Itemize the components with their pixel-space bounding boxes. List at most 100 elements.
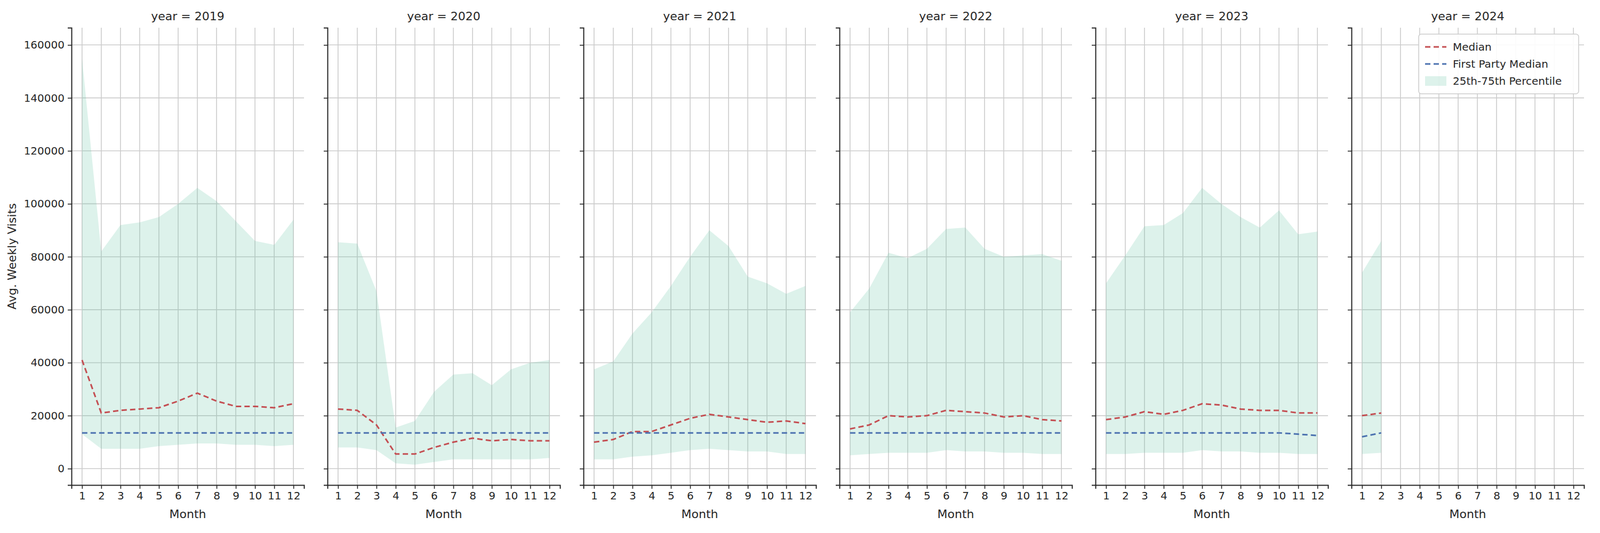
x-tick-mark bbox=[670, 485, 672, 490]
y-tick-mark bbox=[835, 150, 840, 152]
y-tick: 160000 bbox=[24, 38, 72, 52]
x-tick: 11 bbox=[1035, 485, 1050, 503]
x-tick: 4 bbox=[648, 485, 656, 503]
y-tick-mark bbox=[67, 44, 72, 46]
y-tick bbox=[835, 203, 840, 205]
x-tick: 3 bbox=[1397, 485, 1405, 503]
x-tick-mark bbox=[1106, 485, 1108, 490]
x-tick: 10 bbox=[760, 485, 774, 503]
y-tick-mark bbox=[835, 362, 840, 364]
grid bbox=[839, 27, 1072, 486]
x-tick-label: 6 bbox=[1198, 489, 1206, 503]
legend-swatch bbox=[1425, 46, 1447, 48]
x-tick: 10 bbox=[504, 485, 518, 503]
y-tick-label: 80000 bbox=[30, 250, 65, 264]
x-tick: 12 bbox=[542, 485, 557, 503]
y-tick-mark bbox=[579, 416, 584, 418]
x-tick-mark bbox=[376, 485, 378, 490]
x-tick: 1 bbox=[334, 485, 342, 503]
x-tick-label: 1 bbox=[334, 489, 342, 503]
x-tick-mark bbox=[1042, 485, 1044, 490]
y-tick-mark bbox=[323, 309, 328, 311]
grid-line-y bbox=[327, 150, 560, 152]
x-tick-mark bbox=[1221, 485, 1223, 490]
y-tick bbox=[835, 98, 840, 99]
y-tick bbox=[579, 44, 584, 46]
x-tick: 12 bbox=[798, 485, 813, 503]
y-tick-mark bbox=[835, 309, 840, 311]
x-tick: 8 bbox=[981, 485, 989, 503]
y-tick-label: 0 bbox=[57, 462, 65, 476]
x-tick: 10 bbox=[1272, 485, 1286, 503]
grid-line-y bbox=[583, 468, 816, 470]
x-tick-mark bbox=[1298, 485, 1300, 490]
y-tick-label: 20000 bbox=[30, 409, 65, 423]
y-tick bbox=[323, 468, 328, 470]
x-axis-line bbox=[1096, 485, 1329, 490]
x-tick: 10 bbox=[1016, 485, 1030, 503]
x-tick-mark bbox=[101, 485, 103, 490]
y-tick bbox=[579, 98, 584, 99]
y-tick-mark bbox=[67, 309, 72, 311]
x-tick-label: 3 bbox=[373, 489, 381, 503]
y-tick-mark bbox=[323, 416, 328, 418]
x-tick-label: 7 bbox=[450, 489, 458, 503]
x-axis: 123456789101112 bbox=[1096, 485, 1329, 503]
x-tick: 12 bbox=[1566, 485, 1581, 503]
y-tick bbox=[323, 416, 328, 417]
x-tick-mark bbox=[1573, 485, 1575, 490]
grid-line-y bbox=[1095, 44, 1328, 46]
x-tick-mark bbox=[1477, 485, 1479, 490]
x-tick: 9 bbox=[1256, 485, 1264, 503]
y-tick bbox=[1347, 257, 1352, 258]
x-tick: 1 bbox=[590, 485, 598, 503]
x-tick-label: 10 bbox=[1272, 489, 1286, 503]
grid-line-y bbox=[839, 44, 1072, 46]
x-tick-label: 4 bbox=[392, 489, 400, 503]
y-tick-mark bbox=[67, 150, 72, 152]
x-tick: 5 bbox=[1179, 485, 1187, 503]
x-tick: 7 bbox=[962, 485, 970, 503]
y-tick bbox=[323, 257, 328, 258]
x-tick-mark bbox=[82, 485, 84, 490]
plot-area bbox=[1106, 188, 1318, 455]
series-line bbox=[1106, 403, 1318, 420]
y-axis bbox=[323, 28, 328, 486]
y-tick-mark bbox=[835, 97, 840, 99]
y-axis bbox=[1347, 28, 1352, 486]
x-tick-label: 2 bbox=[1122, 489, 1130, 503]
y-axis bbox=[579, 28, 584, 486]
y-tick bbox=[835, 362, 840, 364]
y-tick-mark bbox=[1347, 416, 1352, 418]
grid-line-y bbox=[1351, 256, 1584, 258]
panel: 123456789101112year = 2020Month bbox=[323, 9, 561, 522]
x-tick: 10 bbox=[248, 485, 262, 503]
x-tick: 4 bbox=[136, 485, 144, 503]
x-tick-mark bbox=[357, 485, 359, 490]
percentile-band bbox=[594, 230, 806, 460]
x-tick: 2 bbox=[610, 485, 618, 503]
x-tick: 9 bbox=[488, 485, 496, 503]
x-tick-mark bbox=[549, 485, 551, 490]
x-tick: 8 bbox=[469, 485, 477, 503]
grid bbox=[583, 27, 816, 486]
y-tick bbox=[579, 468, 584, 470]
x-tick: 7 bbox=[706, 485, 714, 503]
y-tick-mark bbox=[835, 468, 840, 470]
y-tick-mark bbox=[1091, 203, 1096, 205]
x-tick-mark bbox=[338, 485, 340, 490]
y-tick-mark bbox=[1347, 203, 1352, 205]
x-tick: 5 bbox=[155, 485, 163, 503]
y-tick bbox=[835, 416, 840, 417]
x-tick-label: 12 bbox=[1566, 489, 1581, 503]
x-tick-mark bbox=[216, 485, 218, 490]
x-tick-label: 4 bbox=[1160, 489, 1168, 503]
x-tick-mark bbox=[613, 485, 615, 490]
grid-line-y bbox=[1095, 150, 1328, 152]
y-tick-mark bbox=[323, 97, 328, 99]
x-tick-label: 4 bbox=[904, 489, 912, 503]
x-tick-mark bbox=[453, 485, 455, 490]
x-tick-label: 8 bbox=[469, 489, 477, 503]
x-tick-mark bbox=[1515, 485, 1517, 490]
y-tick: 100000 bbox=[24, 197, 72, 211]
